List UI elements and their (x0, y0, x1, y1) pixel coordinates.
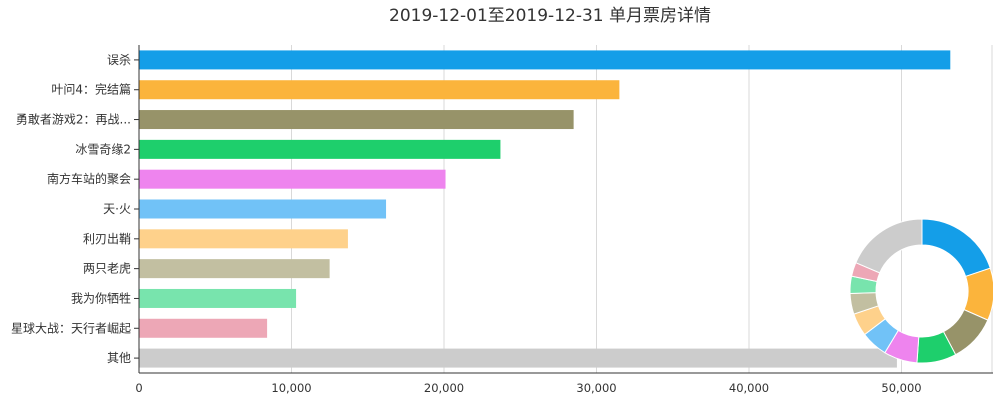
bar (139, 50, 951, 70)
category-label: 勇敢者游戏2：再战... (16, 113, 131, 127)
x-tick-label: 50,000 (881, 381, 921, 395)
x-tick-label: 0 (135, 381, 142, 395)
axes: 0 10,000 20,000 30,000 40,000 50,000 误杀叶问4：完结篇… (11, 45, 993, 395)
bar (139, 80, 620, 100)
bar (139, 259, 330, 279)
category-label: 其他 (107, 351, 131, 365)
bar (139, 318, 268, 338)
category-label: 误杀 (107, 52, 131, 67)
x-tick-label: 40,000 (729, 381, 769, 395)
donut-slice (855, 218, 923, 274)
x-tick-label: 10,000 (271, 381, 311, 395)
category-label: 两只老虎 (83, 262, 131, 276)
bar (139, 199, 387, 219)
category-label: 星球大战：天行者崛起 (11, 320, 131, 335)
chart-title: 2019-12-01至2019-12-31 单月票房详情 (389, 6, 711, 26)
bar (139, 288, 297, 308)
donut-slice (921, 218, 991, 278)
x-tick-label: 20,000 (424, 381, 464, 395)
category-label: 天·火 (103, 202, 131, 216)
x-tick-label: 30,000 (576, 381, 616, 395)
category-label: 我为你牺牲 (71, 291, 131, 305)
bar (139, 348, 897, 368)
bar (139, 229, 348, 249)
category-label: 叶问4：完结篇 (51, 82, 131, 97)
category-label: 冰雪奇缘2 (75, 142, 131, 156)
bar (139, 169, 446, 189)
bar (139, 110, 574, 130)
bars (139, 50, 951, 368)
bar (139, 139, 501, 159)
category-label: 南方车站的聚会 (47, 171, 131, 186)
donut-chart (849, 218, 993, 364)
category-label: 利刃出鞘 (83, 232, 131, 246)
grid-lines (291, 45, 993, 373)
